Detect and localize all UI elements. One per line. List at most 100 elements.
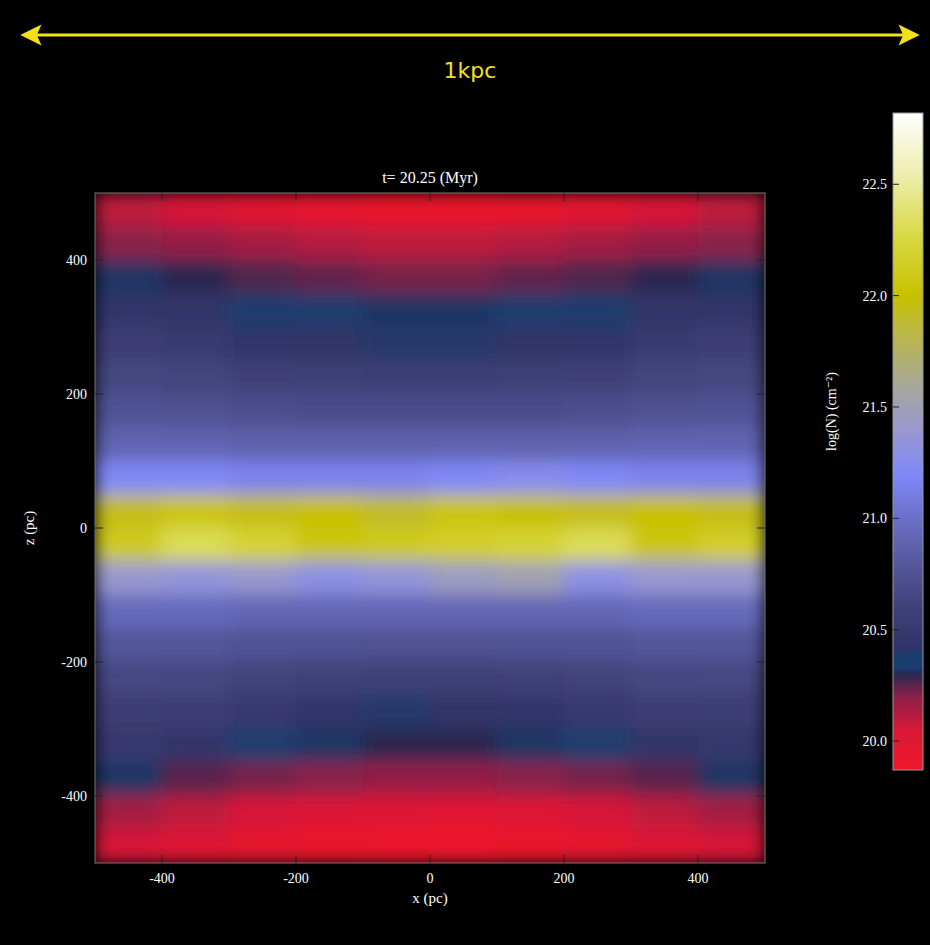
- cell: [162, 427, 230, 462]
- cell: [363, 494, 431, 529]
- cell: [698, 427, 766, 462]
- cell: [497, 729, 565, 764]
- cell: [631, 193, 699, 227]
- colorbar-tick-label: 22.0: [863, 289, 888, 304]
- cell: [296, 461, 364, 496]
- cell: [229, 829, 297, 863]
- cell: [363, 796, 431, 831]
- cell: [430, 293, 498, 328]
- y-tick-label: -200: [61, 655, 87, 670]
- cell: [497, 695, 565, 730]
- x-tick-top: [564, 193, 565, 201]
- cell: [698, 226, 766, 261]
- cell: [564, 461, 632, 496]
- cell: [564, 762, 632, 797]
- cell: [229, 461, 297, 496]
- cell: [564, 293, 632, 328]
- cell: [162, 729, 230, 764]
- cell: [229, 226, 297, 261]
- colorbar-tick: [893, 629, 899, 630]
- cell: [296, 260, 364, 295]
- cell: [631, 595, 699, 630]
- x-tick: [162, 855, 163, 863]
- cell: [95, 260, 163, 295]
- cell: [296, 427, 364, 462]
- cell: [631, 494, 699, 529]
- cell: [698, 829, 766, 863]
- cell: [631, 360, 699, 395]
- x-tick-label: -200: [283, 871, 309, 886]
- cell: [430, 528, 498, 563]
- cell: [363, 528, 431, 563]
- colorbar: [893, 113, 923, 770]
- cell: [631, 796, 699, 831]
- cell: [564, 796, 632, 831]
- cell: [363, 193, 431, 227]
- cell: [296, 226, 364, 261]
- cell: [229, 729, 297, 764]
- cell: [564, 662, 632, 697]
- cell: [229, 327, 297, 362]
- cell: [497, 796, 565, 831]
- cell: [296, 193, 364, 227]
- cell: [363, 260, 431, 295]
- cell: [564, 260, 632, 295]
- cell: [430, 260, 498, 295]
- x-tick-top: [296, 193, 297, 201]
- cell: [229, 796, 297, 831]
- y-tick-right: [757, 796, 765, 797]
- cell: [564, 561, 632, 596]
- cell: [631, 662, 699, 697]
- x-tick-top: [698, 193, 699, 201]
- y-tick-label: -400: [61, 789, 87, 804]
- cell: [363, 662, 431, 697]
- cell: [564, 628, 632, 663]
- cell: [430, 796, 498, 831]
- cell: [430, 226, 498, 261]
- cell: [162, 796, 230, 831]
- cell: [363, 695, 431, 730]
- y-tick: [95, 796, 103, 797]
- cell: [95, 662, 163, 697]
- cell: [631, 427, 699, 462]
- cell: [497, 561, 565, 596]
- cell: [698, 762, 766, 797]
- cell: [497, 360, 565, 395]
- y-tick-label: 200: [66, 387, 87, 402]
- cell: [363, 226, 431, 261]
- cell: [564, 360, 632, 395]
- cell: [162, 360, 230, 395]
- cell: [95, 293, 163, 328]
- cell: [698, 796, 766, 831]
- cell: [631, 394, 699, 429]
- background: [0, 0, 930, 945]
- cell: [95, 595, 163, 630]
- cell: [430, 729, 498, 764]
- cell: [296, 561, 364, 596]
- cell: [497, 394, 565, 429]
- cell: [564, 528, 632, 563]
- cell: [430, 829, 498, 863]
- arrow-head-left: [22, 26, 40, 44]
- cell: [363, 293, 431, 328]
- cell: [564, 193, 632, 227]
- cell: [497, 829, 565, 863]
- colorbar-tick: [893, 741, 899, 742]
- cell: [162, 226, 230, 261]
- cell: [229, 394, 297, 429]
- cell: [95, 327, 163, 362]
- cell: [497, 193, 565, 227]
- plot-frame: [95, 193, 765, 863]
- colorbar-tick-label: 21.0: [863, 511, 888, 526]
- cell: [296, 394, 364, 429]
- cell: [497, 762, 565, 797]
- cell: [296, 729, 364, 764]
- cell: [229, 695, 297, 730]
- cell: [229, 494, 297, 529]
- plot-area: [95, 193, 765, 863]
- cell: [229, 595, 297, 630]
- cell: [698, 293, 766, 328]
- cell: [497, 260, 565, 295]
- cell: [229, 561, 297, 596]
- cell: [698, 461, 766, 496]
